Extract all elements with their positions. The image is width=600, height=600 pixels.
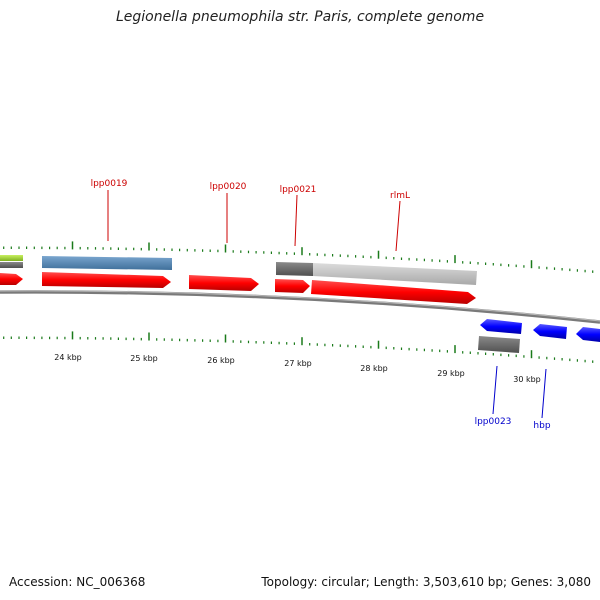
- feature-green-bar[interactable]: [0, 255, 23, 261]
- gene-label-lpp0021[interactable]: lpp0021: [280, 185, 317, 195]
- genome-backbone: [0, 290, 600, 324]
- leader-rlmL: [395, 200, 401, 252]
- leader-lpp0021: [294, 194, 298, 247]
- scale-label-29kbp: 29 kbp: [437, 369, 465, 378]
- gene-arrow-right-edge[interactable]: [576, 327, 600, 342]
- lower-tick-row: [3, 331, 594, 363]
- leader-hbp: [541, 368, 547, 419]
- gene-arrow-rlmL[interactable]: [311, 280, 476, 304]
- feature-steel-bar-lpp0019[interactable]: [42, 256, 172, 270]
- feature-lightgray-bar-rlmL[interactable]: [313, 263, 477, 285]
- gene-label-rlmL[interactable]: rlmL: [390, 191, 410, 201]
- scale-label-26kbp: 26 kbp: [207, 356, 235, 365]
- feature-gray-bar-left[interactable]: [0, 262, 23, 268]
- gene-arrow-lpp0019[interactable]: [42, 272, 171, 288]
- gene-arrow-hbp[interactable]: [533, 324, 567, 339]
- scale-label-25kbp: 25 kbp: [130, 354, 158, 363]
- scale-label-24kbp: 24 kbp: [54, 353, 82, 362]
- gene-arrow-lpp0021[interactable]: [275, 279, 310, 293]
- upper-tick-row: [3, 241, 594, 273]
- scale-label-28kbp: 28 kbp: [360, 364, 388, 373]
- feature-gray-bar-lpp0021[interactable]: [276, 262, 313, 276]
- accession-text: Accession: NC_006368: [9, 575, 146, 589]
- genome-backbone-highlight: [0, 290, 600, 322]
- gene-label-lpp0020[interactable]: lpp0020: [210, 182, 247, 192]
- gene-arrow-lpp0020[interactable]: [189, 275, 259, 291]
- leader-lpp0023: [492, 365, 498, 415]
- genome-summary-text: Topology: circular; Length: 3,503,610 bp…: [261, 575, 591, 589]
- scale-label-27kbp: 27 kbp: [284, 359, 312, 368]
- gene-label-lpp0019[interactable]: lpp0019: [91, 179, 128, 189]
- scale-label-30kbp: 30 kbp: [513, 375, 541, 384]
- feature-gray-bar-lpp0023[interactable]: [478, 336, 520, 353]
- gene-arrow-lpp0023[interactable]: [480, 319, 522, 334]
- gene-arrow-lpp0018[interactable]: [0, 273, 23, 285]
- gene-label-lpp0023[interactable]: lpp0023: [475, 417, 512, 427]
- gene-label-hbp[interactable]: hbp: [533, 421, 550, 431]
- map-title: Legionella pneumophila str. Paris, compl…: [115, 9, 485, 25]
